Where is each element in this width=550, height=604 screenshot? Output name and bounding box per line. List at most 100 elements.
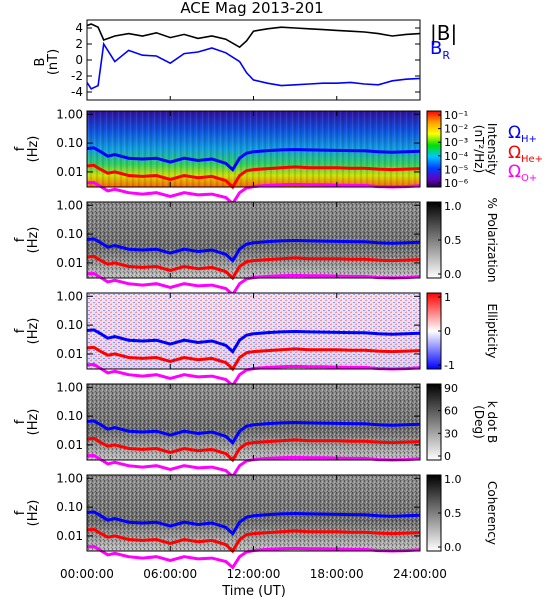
gyro-legend-item: ΩH+ (508, 123, 537, 145)
gyro-legend-item: ΩO+ (508, 162, 537, 184)
gyro-legend-symbol: Ω (508, 143, 521, 163)
b-field-y-tick-label: 0 (75, 53, 83, 67)
gyro-legend: ΩH+ΩHe+ΩO+ (508, 123, 543, 184)
b-field-y-tick-label: -2 (71, 69, 83, 83)
h-plus-gyrofrequency-line (86, 237, 421, 263)
spectrogram-y-tick-label: 0.01 (56, 438, 83, 452)
spectrogram-panel: 1.00 0.10 0.01 f(Hz) 90 60 30 0 k dot B(Deg) (13, 380, 499, 479)
figure-title: ACE Mag 2013-201 (180, 0, 323, 17)
legend-b-r-main: B (430, 38, 442, 59)
spectrogram-yunit: (Hz) (26, 318, 41, 345)
gyro-legend-sub: O+ (521, 173, 537, 184)
colorbar-unit: (nT²/Hz) (472, 125, 486, 173)
spectrogram-y-tick-label: 1.00 (56, 471, 83, 485)
colorbar-unit: (Deg) (472, 405, 486, 439)
b-field-panel: 420-2-4 B (nT) |B| BR (33, 19, 457, 101)
spectrogram-y-tick-label: 0.10 (56, 409, 83, 423)
colorbar-tick-label: 0 (444, 325, 451, 338)
colorbar-tick-label: 0.0 (444, 268, 462, 281)
he-plus-gyrofrequency-line (86, 527, 421, 554)
o-plus-gyrofrequency-line (86, 544, 421, 570)
spectrogram-panel: 1.00 0.10 0.01 f(Hz) 1.0 0.5 0.0 Coherency (13, 471, 499, 570)
b-field-y-tick-label: 2 (75, 37, 83, 51)
spectrogram-y-tick-label: 0.10 (56, 500, 83, 514)
spectrogram-texture (87, 202, 420, 278)
spectrogram-y-tick-label: 0.01 (56, 256, 83, 270)
colorbar-tick-label: 0 (444, 450, 451, 463)
h-plus-gyrofrequency-line (86, 328, 421, 354)
h-plus-gyrofrequency-line (86, 146, 421, 172)
spectrogram-ylabel: f (13, 328, 28, 333)
colorbar-tick-label: 0.5 (444, 234, 462, 247)
x-tick-label: 24:00:00 (393, 567, 447, 581)
spectrogram-panel: 1.00 0.10 0.01 f(Hz) 10⁻¹10⁻²10⁻³10⁻⁴10⁻⁵10⁻… (13, 107, 499, 206)
colorbar-tick-label: 0.0 (444, 541, 462, 554)
spectrogram-y-tick-label: 1.00 (56, 380, 83, 394)
o-plus-gyrofrequency-line (86, 453, 421, 479)
x-axis-label: Time (UT) (221, 584, 286, 599)
spectrogram-ylabel: f (13, 510, 28, 515)
spectrogram-y-tick-label: 0.10 (56, 318, 83, 332)
he-plus-gyrofrequency-line (86, 254, 421, 281)
colorbar-tick-label: 10⁻⁴ (444, 150, 469, 163)
colorbar-tick-label: 10⁻⁵ (444, 163, 468, 176)
b-field-y-tick-label: -4 (71, 85, 83, 99)
spectrogram-panel: 1.00 0.10 0.01 f(Hz) 1.0 0.5 0.0 % Polarization (13, 198, 499, 297)
spectrogram-yunit: (Hz) (26, 409, 41, 436)
gyro-legend-item: ΩHe+ (508, 143, 543, 165)
b-field-ylabel: B (33, 58, 48, 67)
o-plus-gyrofrequency-line (86, 362, 421, 388)
b-field-yunit: (nT) (46, 49, 61, 75)
gyro-legend-sub: H+ (521, 134, 537, 145)
spectrogram-ylabel: f (13, 419, 28, 424)
he-plus-gyrofrequency-line (86, 436, 421, 463)
spectrogram-ylabel: f (13, 237, 28, 242)
colorbar-tick-label: 60 (444, 405, 458, 418)
colorbar-tick-label: 1 (444, 291, 451, 304)
x-tick-label: 12:00:00 (227, 567, 281, 581)
colorbar-tick-label: 10⁻¹ (444, 109, 468, 122)
o-plus-gyrofrequency-line (86, 271, 421, 297)
he-plus-gyrofrequency-line (86, 163, 421, 190)
spectrogram-y-tick-label: 0.01 (56, 165, 83, 179)
colorbar-tick-label: 10⁻² (444, 123, 468, 136)
spectrogram-texture (87, 475, 420, 551)
colorbar-tick-label: 90 (444, 382, 458, 395)
x-tick-label: 00:00:00 (60, 567, 114, 581)
gyro-legend-sub: He+ (521, 154, 543, 165)
spectrogram-y-tick-label: 1.00 (56, 107, 83, 121)
colorbar-tick-label: 1.0 (444, 200, 462, 213)
colorbar-tick-label: 10⁻⁶ (444, 177, 469, 190)
spectrogram-panel: 1.00 0.10 0.01 f(Hz) 1 0 -1 Ellipticity (13, 289, 499, 388)
spectrogram-texture (87, 384, 420, 460)
b-field-y-ticks: 4 2 0 -2 -4 (71, 21, 421, 100)
colorbar (426, 383, 442, 461)
gyro-legend-symbol: Ω (508, 162, 521, 182)
colorbar-label: % Polarization (485, 198, 499, 283)
colorbar-tick-label: 30 (444, 427, 458, 440)
h-plus-gyrofrequency-line (86, 419, 421, 445)
spectrogram-ylabel: f (13, 146, 28, 151)
spectrogram-y-tick-label: 1.00 (56, 198, 83, 212)
colorbar-label: Ellipticity (485, 304, 499, 359)
legend-b-total: |B| (430, 21, 457, 45)
spectrogram-y-tick-label: 0.10 (56, 227, 83, 241)
legend-b-r-sub: R (442, 49, 450, 62)
colorbar-tick-label: -1 (444, 359, 455, 372)
b-field-y-tick-label: 4 (75, 21, 83, 35)
legend-b-r: BR (430, 38, 450, 62)
spectrogram-texture (87, 293, 420, 369)
h-plus-gyrofrequency-line (86, 510, 421, 536)
colorbar-tick-label: 10⁻³ (444, 136, 468, 149)
x-tick-label: 06:00:00 (143, 567, 197, 581)
colorbar-tick-label: 0.5 (444, 507, 462, 520)
o-plus-gyrofrequency-line (86, 180, 421, 206)
he-plus-gyrofrequency-line (86, 345, 421, 372)
gyro-legend-symbol: Ω (508, 123, 521, 143)
x-tick-labels: 00:00:00 06:00:00 12:00:00 18:00:00 24:00:00 (60, 567, 447, 581)
spectrogram-y-tick-label: 1.00 (56, 289, 83, 303)
spectrogram-y-tick-label: 0.01 (56, 529, 83, 543)
colorbar-label: k dot B (485, 401, 499, 443)
